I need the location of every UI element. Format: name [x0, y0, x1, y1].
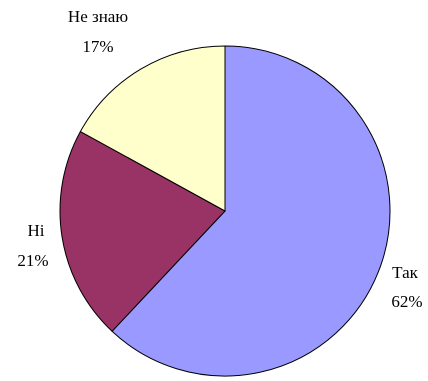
slice-label-ni-name: Ні: [28, 221, 45, 240]
slice-label-ni-value: 21%: [17, 251, 48, 270]
slice-ne-znayu: [79, 45, 226, 212]
slice-label-ne-znayu-name: Не знаю: [68, 7, 128, 26]
pie-slices: [59, 45, 391, 377]
slice-label-tak-value: 62%: [391, 292, 422, 311]
slice-tak: [111, 45, 391, 377]
slice-label-tak-name: Так: [392, 263, 419, 282]
slice-ni: [59, 130, 226, 332]
slice-label-ne-znayu-value: 17%: [82, 37, 113, 56]
